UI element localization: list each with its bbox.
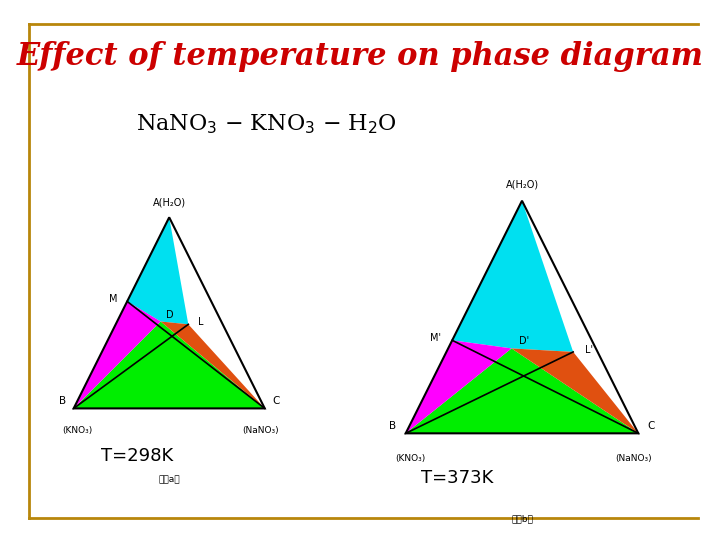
Text: (KNO₃): (KNO₃) [395,454,426,463]
Text: D': D' [518,336,528,346]
Text: B: B [59,396,66,407]
Text: Effect of temperature on phase diagram: Effect of temperature on phase diagram [17,41,703,72]
Text: M': M' [430,333,441,343]
Text: B: B [390,421,397,431]
Text: C: C [647,421,655,431]
Polygon shape [405,348,639,433]
Text: NaNO$_3$ $-$ KNO$_3$ $-$ H$_2$O: NaNO$_3$ $-$ KNO$_3$ $-$ H$_2$O [136,112,397,136]
Text: 图（a）: 图（a） [158,475,180,484]
Polygon shape [127,217,189,325]
Polygon shape [161,321,265,408]
Text: (KNO₃): (KNO₃) [63,426,93,435]
Text: A(H₂O): A(H₂O) [505,179,539,189]
Text: T=298K: T=298K [101,447,173,465]
Text: D: D [166,309,174,320]
Polygon shape [405,340,511,433]
Text: M: M [109,294,117,305]
Polygon shape [452,201,573,352]
Polygon shape [73,321,265,408]
Text: (NaNO₃): (NaNO₃) [616,454,652,463]
Text: (NaNO₃): (NaNO₃) [243,426,279,435]
Polygon shape [511,348,639,433]
Text: L: L [198,318,203,327]
Text: T=373K: T=373K [421,469,493,487]
Polygon shape [73,301,161,408]
Text: A(H₂O): A(H₂O) [153,198,186,208]
Text: L': L' [585,345,593,355]
Text: 图（b）: 图（b） [511,515,533,523]
Text: C: C [272,396,280,407]
